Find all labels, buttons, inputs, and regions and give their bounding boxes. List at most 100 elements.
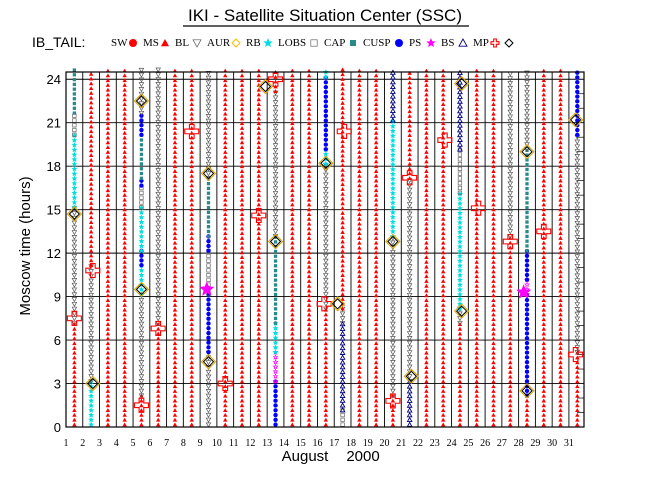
pt-bl [507,195,514,201]
pt-ms [105,345,111,350]
pt-ms [223,293,228,298]
pt-bl [406,221,413,227]
pt-cusp [323,123,329,128]
pt-ms [306,135,312,140]
pt-ms [256,145,261,150]
pt-ms [440,369,446,374]
pt-ms [424,168,429,173]
pt-bl [138,383,145,389]
pt-ms [88,239,94,244]
pt-ms [223,317,228,322]
pt-bs [456,122,463,128]
pt-rb [71,170,78,177]
pt-rb [71,146,78,153]
pt-bl [390,345,396,351]
pt-cusp [139,127,144,133]
pt-ms [172,135,178,140]
day-track-15 [306,68,312,427]
pt-cusp [139,258,144,263]
pt-ms [508,350,513,355]
plot-border [65,71,585,428]
pt-ms [340,273,345,277]
pt-lobs [206,253,211,259]
pt-ms [122,106,127,111]
pt-ms [122,274,127,279]
day-track-24 [456,69,463,427]
pt-bl [272,100,279,106]
pt-ms [223,116,228,121]
pt-ms [290,317,295,322]
pt-ms [474,317,479,322]
pt-ms [373,226,379,231]
pt-bl [138,297,145,303]
day-track-28 [524,70,530,427]
pt-cusp [524,307,530,312]
pt-bl [507,100,514,106]
pt-ms [306,125,312,130]
pt-bl [88,355,94,361]
pt-ms [508,293,513,298]
pt-ms [373,307,379,312]
pt-ms [189,145,194,150]
pt-ms [474,82,479,87]
pt-ms [189,231,194,236]
pt-ms [290,360,295,365]
pt-ms [256,245,261,250]
pt-ms [239,235,245,240]
pt-ms [306,102,312,106]
pt-bs [389,98,396,104]
pt-ms [508,355,513,360]
pt-bl [155,273,161,279]
pt-bl [138,101,145,107]
pt-ms [357,278,362,283]
pt-ms [172,384,178,389]
pt-bl [88,297,94,303]
pt-ms [290,87,295,92]
pt-ms [323,331,329,336]
pt-ms [357,350,362,355]
pt-ms [373,384,379,389]
pt-ms [491,345,496,350]
pt-ms [306,235,312,240]
pt-rb [456,224,463,230]
pt-cap [525,201,529,205]
pt-ms [474,255,479,260]
pt-bl [272,186,279,192]
day-track-18 [357,68,362,427]
pt-ms [88,129,94,134]
pt-ms [122,192,127,197]
pt-ms [72,341,77,346]
pt-ms [575,360,580,365]
pt-cusp [206,306,211,312]
pt-ms [373,221,379,226]
pt-bl [155,292,161,298]
pt-ms [440,149,446,154]
pt-bs [389,93,396,99]
pt-ms [558,202,563,207]
pt-ms [239,121,245,126]
pt-bl [272,215,279,221]
pt-ms [440,408,446,413]
pt-ms [172,197,178,202]
pt-ms [474,398,479,403]
pt-cusp [206,311,211,317]
pt-cusp [524,253,530,259]
pt-bl [390,355,396,361]
pt-ms [558,298,563,303]
pt-ms [172,278,178,283]
pt-bl [574,292,581,298]
pt-ms [122,164,127,169]
pt-ms [457,365,463,369]
pt-ms [122,87,127,92]
pt-bl [71,230,78,236]
pt-ms [508,331,513,336]
pt-ms [323,408,329,413]
data-series [71,67,581,428]
pt-rb [389,161,396,168]
pt-ms [357,336,362,341]
pt-ps [272,363,279,370]
pt-bl [323,239,329,245]
pt-ms [373,125,379,130]
pt-ms [541,269,546,274]
pt-bl [323,268,329,274]
